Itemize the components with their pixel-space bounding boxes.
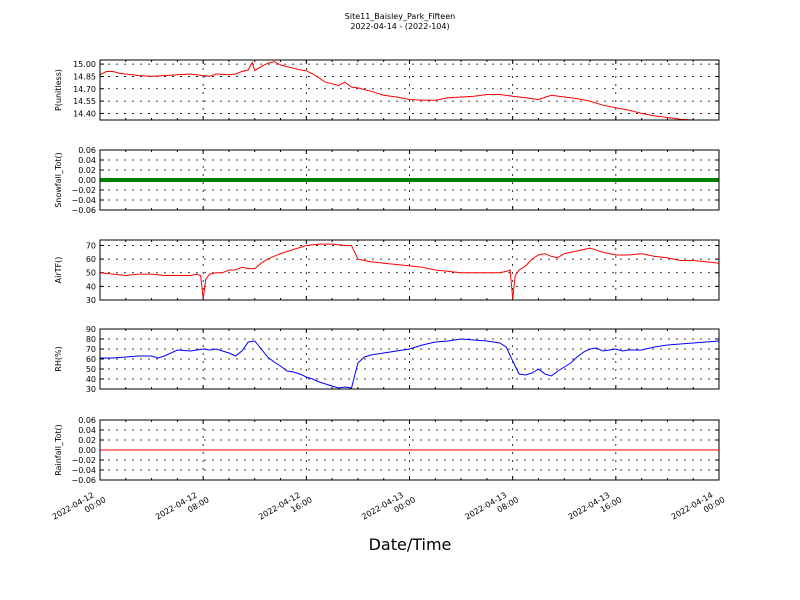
panel-4-ytick-label: 50	[86, 365, 96, 374]
panel-5-ytick-label: −0.02	[71, 456, 96, 465]
chart-title: Site11_Baisley_Park_Fifteen	[345, 12, 455, 21]
panel-2-ytick-label: −0.02	[71, 186, 96, 195]
panel-5: 0.060.040.020.00−0.02−0.04−0.06 Rainfall_…	[54, 416, 720, 485]
panel-5-ytick-label: 0.02	[78, 436, 96, 445]
panel-1-ytick-label: 14.85	[73, 72, 96, 81]
panel-4-ytick-label: 40	[86, 375, 96, 384]
panel-1-ytick-label: 14.40	[73, 109, 96, 118]
panel-4-ytick-label: 60	[86, 355, 96, 364]
panel-3-ytick-label: 50	[86, 269, 96, 278]
chart-subtitle: 2022-04-14 - (2022-104)	[350, 22, 449, 31]
panel-1-ytick-label: 14.70	[73, 85, 96, 94]
panel-2-ytick-label: 0.02	[78, 166, 96, 175]
panel-2-ytick-label: −0.06	[71, 206, 96, 215]
x-axis-label: Date/Time	[369, 535, 452, 554]
panel-2-ytick-label: −0.04	[71, 196, 96, 205]
panel-1-ytick-label: 14.55	[73, 97, 96, 106]
panel-5-ytick-label: 0.00	[78, 446, 96, 455]
panel-1-ytick-label: 15.00	[73, 60, 96, 69]
panel-4-ytick-label: 80	[86, 335, 96, 344]
panel-3-frame	[99, 239, 720, 301]
panel-3-ytick-label: 60	[86, 255, 96, 264]
panel-2-ytick-label: 0.04	[78, 156, 96, 165]
panel-5-ytick-label: −0.06	[71, 476, 96, 485]
panel-2-frame	[99, 149, 720, 211]
panel-3-series-line	[99, 243, 720, 299]
panel-2-ytick-label: 0.00	[78, 176, 96, 185]
panel-1: 15.00 14.85 14.70 14.55 14.40 P(unitless)	[54, 59, 720, 121]
panel-5-ytick-label: −0.04	[71, 466, 96, 475]
panel-4-ytick-label: 90	[86, 325, 96, 334]
panel-4-ylabel: RH(%)	[54, 346, 63, 371]
panel-2-ylabel: Snowfall_Tot()	[54, 152, 63, 208]
panel-4-frame	[99, 328, 720, 390]
panel-4-ytick-label: 70	[86, 345, 96, 354]
panel-3-ytick-label: 40	[86, 282, 96, 291]
panel-2-ytick-label: 0.06	[78, 146, 96, 155]
panel-4-series-line	[100, 338, 720, 389]
panels: 15.00 14.85 14.70 14.55 14.40 P(unitless) 0.06…	[54, 59, 720, 485]
panel-1-ylabel: P(unitless)	[54, 69, 63, 111]
panel-5-ytick-label: 0.06	[78, 416, 96, 425]
panel-3-ytick-label: 30	[86, 296, 96, 305]
panel-3-ylabel: AirTF()	[54, 257, 63, 284]
panel-3: 70 60 50 40 30 AirTF()	[54, 239, 720, 305]
panel-5-ylabel: Rainfall_Tot()	[54, 424, 63, 476]
panel-1-frame	[99, 59, 720, 121]
panel-1-series-line	[99, 61, 719, 121]
panel-4-ytick-label: 30	[86, 385, 96, 394]
panel-5-frame	[99, 419, 720, 481]
panel-5-ytick-label: 0.04	[78, 426, 96, 435]
panel-3-ytick-label: 70	[86, 241, 96, 250]
panel-2: 0.060.040.020.00−0.02−0.04−0.06 Snowfall_…	[54, 146, 720, 215]
